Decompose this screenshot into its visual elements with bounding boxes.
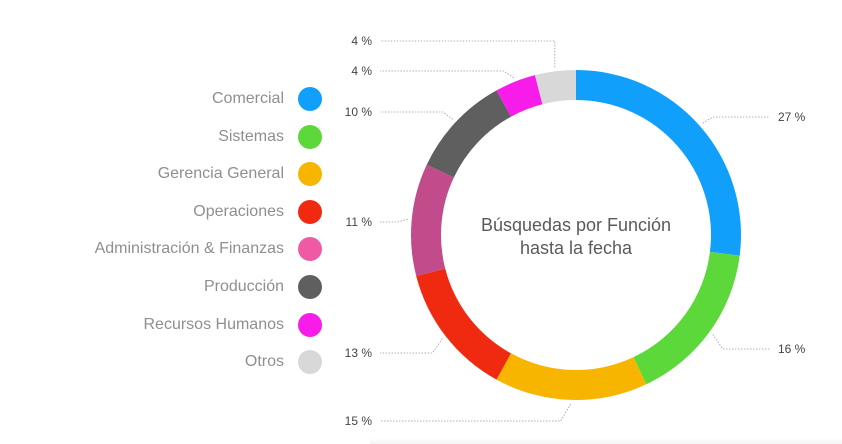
data-label: 11 %	[346, 215, 373, 229]
legend-label: Otros	[244, 353, 284, 371]
bottom-shade	[370, 438, 842, 444]
legend-label: Gerencia General	[157, 165, 284, 183]
donut-slice	[576, 70, 741, 256]
chart-title: Búsquedas por Función	[481, 215, 671, 235]
legend-item: Sistemas	[218, 123, 322, 151]
leader-line	[380, 403, 572, 422]
legend-swatch	[298, 124, 322, 149]
legend-swatch	[298, 199, 322, 224]
donut-slice	[534, 70, 576, 105]
leader-line	[380, 218, 408, 223]
data-label: 16 %	[778, 342, 806, 356]
data-label: 13 %	[345, 346, 373, 360]
legend-item: Operaciones	[193, 198, 322, 226]
leader-line	[380, 40, 556, 68]
legend-label: Administración & Finanzas	[94, 240, 284, 258]
data-label: 4 %	[351, 34, 372, 48]
leader-line	[712, 334, 770, 350]
legend-label: Recursos Humanos	[143, 315, 285, 333]
legend-item: Administración & Finanzas	[95, 235, 322, 263]
legend-label: Producción	[203, 278, 284, 295]
legend-label: Comercial	[211, 90, 284, 107]
leader-line	[380, 338, 443, 354]
data-label: 15 %	[345, 414, 373, 428]
legend-item: Otros	[245, 348, 322, 376]
legend-item: Recursos Humanos	[143, 311, 322, 339]
leader-line	[380, 111, 454, 120]
donut-slice	[426, 90, 511, 178]
leader-line	[702, 116, 770, 124]
legend-item: Gerencia General	[158, 160, 322, 188]
chart-subtitle: hasta la fecha	[520, 238, 633, 258]
legend-label: Sistemas	[218, 127, 284, 145]
donut-slice	[496, 75, 543, 117]
legend-item: Comercial	[212, 85, 322, 113]
legend-swatch	[298, 350, 322, 375]
donut-slice	[633, 251, 740, 385]
legend-item: Producción	[204, 273, 322, 301]
donut-slice	[496, 353, 647, 400]
data-label: 27 %	[778, 110, 806, 124]
legend-label: Operaciones	[193, 202, 284, 220]
donut-slice	[410, 164, 454, 277]
data-label: 4 %	[351, 64, 372, 78]
legend-swatch	[298, 237, 322, 262]
leader-line	[380, 70, 515, 79]
legend-swatch	[298, 312, 322, 337]
data-label: 10 %	[345, 105, 373, 119]
legend-swatch	[298, 275, 322, 299]
legend-swatch	[298, 162, 322, 187]
donut-slice	[416, 268, 511, 380]
legend-swatch	[298, 87, 322, 111]
